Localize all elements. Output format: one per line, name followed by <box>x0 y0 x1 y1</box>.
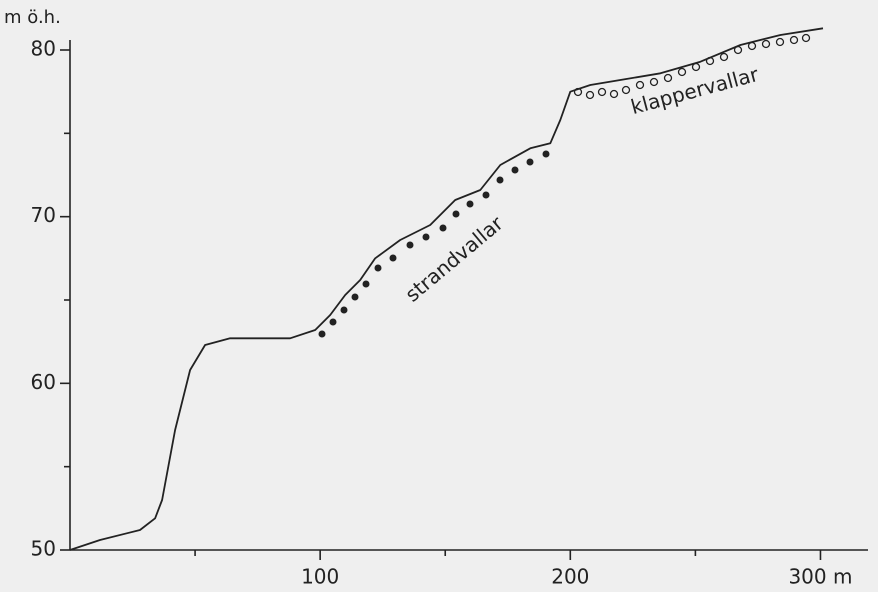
ridge-markers <box>319 151 550 338</box>
profile-line <box>70 28 823 550</box>
y-tick-label: 70 <box>31 203 56 227</box>
y-axis-label: m ö.h. <box>4 7 61 28</box>
x-tick-label: 300 m <box>788 565 852 589</box>
y-tick-label: 80 <box>31 37 56 61</box>
annotation: strandvallar <box>400 211 508 307</box>
y-tick-label: 50 <box>31 537 56 561</box>
chart: m ö.h. strandvallar klappervallar 506070… <box>0 0 878 588</box>
x-tick-label: 200 <box>551 565 589 589</box>
y-tick-label: 60 <box>31 370 56 394</box>
x-tick-label: 100 <box>301 565 339 589</box>
